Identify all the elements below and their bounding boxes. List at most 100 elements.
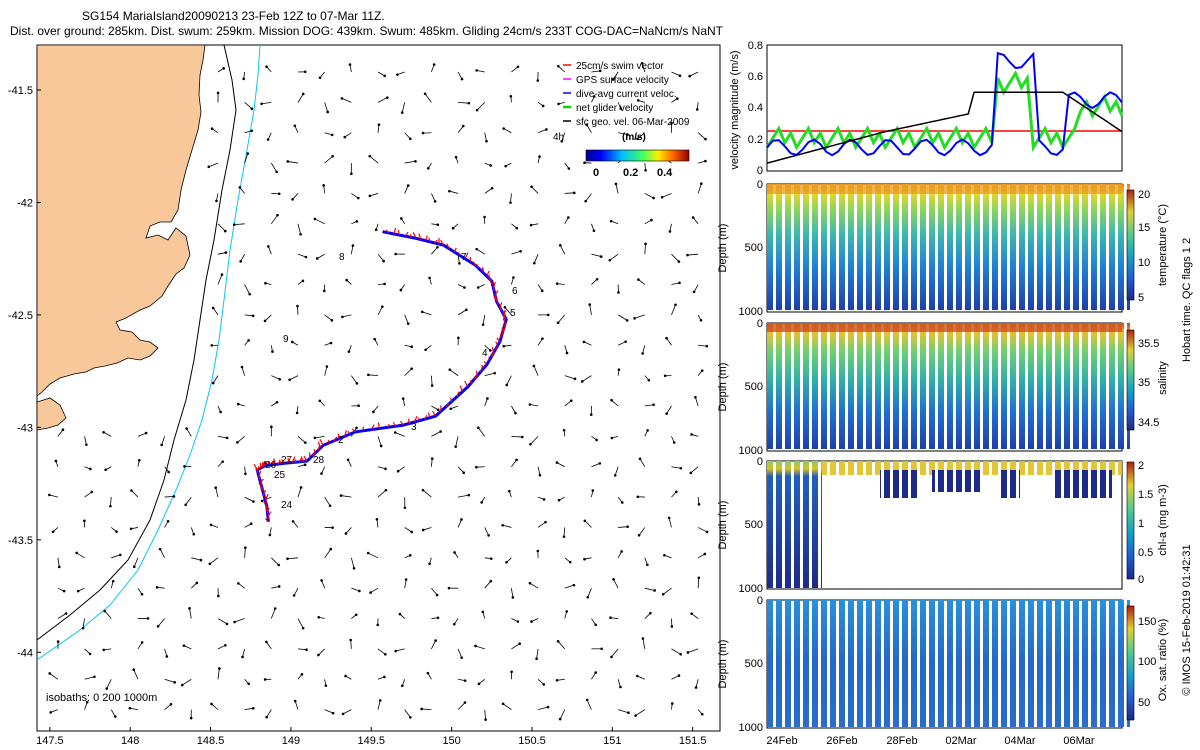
current-arrow [642, 638, 646, 649]
current-arrow [511, 588, 514, 598]
current-arrowhead [293, 124, 297, 128]
swim-vector [480, 267, 484, 272]
current-arrowhead [481, 610, 485, 614]
current-arrowhead [505, 561, 508, 564]
current-arrow [368, 374, 379, 377]
current-arrowhead [640, 61, 644, 65]
current-arrow [350, 557, 355, 569]
current-arrow [537, 521, 546, 528]
depth-tick: 500 [745, 381, 763, 393]
current-arrowhead [515, 226, 519, 230]
current-arrow [614, 466, 619, 476]
current-arrowhead [686, 253, 689, 257]
current-arrow [351, 587, 360, 592]
swim-vector [263, 489, 267, 495]
current-arrowhead [454, 445, 457, 448]
current-arrowhead [85, 443, 88, 446]
current-arrowhead [382, 259, 385, 263]
current-arrowhead [565, 351, 569, 355]
current-arrowhead [583, 161, 586, 165]
current-arrow [695, 397, 699, 407]
current-arrowhead [585, 123, 589, 127]
colorbar-labels: temperature (°C) salinity chl-a (mg m-3)… [1157, 204, 1169, 701]
current-arrow [618, 132, 628, 135]
current-arrowhead [169, 703, 173, 706]
current-arrow [84, 702, 88, 710]
current-arrowhead [565, 610, 569, 613]
current-arrowhead [584, 199, 587, 203]
swim-vector [450, 397, 453, 402]
current-arrowhead [408, 554, 412, 557]
ytick: 0.2 [748, 134, 763, 146]
colorbar-title: (m/s) [622, 132, 646, 143]
current-arrow [510, 193, 512, 203]
current-arrow [84, 676, 95, 680]
current-arrowhead [344, 532, 348, 535]
current-arrowhead [439, 430, 442, 433]
current-arrow [511, 66, 519, 73]
swim-vector [351, 428, 356, 433]
current-arrow [584, 520, 592, 528]
current-arrowhead [165, 655, 169, 658]
current-arrowhead [637, 278, 640, 281]
current-arrowhead [595, 438, 598, 442]
current-arrowhead [536, 79, 540, 82]
current-arrow [186, 428, 192, 437]
oxygen-panel [766, 599, 1130, 729]
current-arrow [422, 311, 432, 316]
cb-label: salinity [1157, 361, 1169, 395]
current-arrow [587, 588, 592, 598]
current-arrowhead [695, 108, 699, 111]
current-arrowhead [263, 319, 267, 323]
current-arrow [351, 193, 359, 199]
current-arrowhead [583, 557, 586, 561]
swim-vector [502, 314, 507, 320]
dive-avg-current [766, 51, 1123, 157]
current-arrowhead [303, 463, 307, 466]
time-tick: 24Feb [766, 735, 797, 747]
current-arrowhead [700, 182, 703, 186]
current-arrowhead [288, 378, 291, 382]
sfc-geo-velocity [766, 91, 1123, 164]
current-arrowhead [599, 255, 603, 258]
swim-vector [502, 317, 506, 324]
swim-vector [393, 227, 397, 235]
swim-vector [263, 501, 268, 507]
current-arrow [110, 497, 112, 507]
current-arrowhead [368, 194, 372, 198]
current-arrowhead [406, 184, 410, 187]
current-arrowhead [665, 336, 668, 340]
current-arrowhead [225, 622, 229, 626]
current-arrowhead [140, 641, 144, 644]
current-arrow [687, 648, 699, 653]
current-arrowhead [461, 124, 465, 128]
swim-vector [417, 417, 421, 421]
current-arrowhead [313, 217, 317, 221]
swim-vector [370, 424, 375, 430]
current-arrow [557, 641, 566, 650]
current-arrowhead [49, 711, 52, 714]
swim-vector [440, 239, 445, 246]
current-arrow [644, 612, 651, 619]
current-arrowhead [488, 349, 492, 352]
current-arrow [609, 253, 619, 261]
current-arrow [689, 71, 699, 77]
current-arrow [530, 436, 539, 445]
current-arrow [157, 618, 165, 627]
swim-vector [473, 375, 478, 380]
current-arrowhead [475, 108, 479, 112]
current-arrowhead [329, 341, 333, 345]
chart-title-line1: SG154 MariaIsland20090213 23-Feb 12Z to … [82, 9, 385, 23]
current-arrowhead [546, 313, 550, 317]
swim-vector [258, 482, 263, 489]
current-arrow [297, 618, 304, 629]
swim-vector [418, 233, 422, 240]
current-arrowhead [211, 381, 215, 385]
current-arrowhead [263, 678, 267, 681]
swim-vector [261, 462, 266, 467]
current-arrowhead [557, 64, 560, 68]
current-arrowhead [85, 700, 89, 704]
current-arrow [564, 584, 575, 589]
current-arrow [531, 186, 539, 194]
current-arrow [217, 274, 223, 285]
